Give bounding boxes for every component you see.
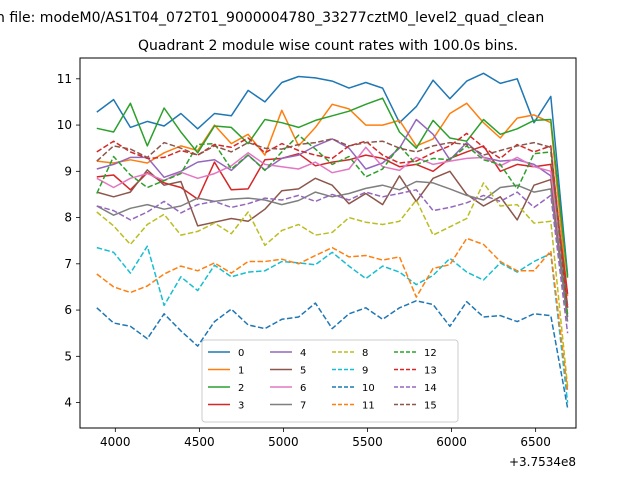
legend-label-3: 3 [238,401,244,412]
plot-frame [79,57,577,429]
legend-label-7: 7 [300,401,306,412]
series-line-2 [96,97,569,278]
series-line-10 [96,300,569,409]
y-tick-label: 4 [64,396,72,410]
series-layer [96,72,569,409]
series-line-8 [96,182,569,387]
series-line-14 [96,189,569,334]
y-tick-label: 7 [64,257,72,271]
legend-label-13: 13 [424,366,437,377]
legend-label-12: 12 [424,348,437,359]
series-line-12 [96,134,569,315]
chart-title: Quadrant 2 module wise count rates with … [138,38,518,54]
legend-label-8: 8 [362,348,368,359]
x-tick-label: 5000 [268,435,299,449]
legend-label-14: 14 [424,383,437,394]
x-offset-label: +3.7534e8 [509,455,576,469]
x-tick-label: 6000 [436,435,467,449]
series-line-1 [96,102,569,297]
x-tick-label: 6500 [520,435,551,449]
series-line-13 [96,132,569,311]
series-line-6 [96,146,569,308]
y-tick-label: 9 [64,164,72,178]
series-line-5 [96,169,569,318]
legend-box [201,339,459,423]
y-tick-label: 11 [57,72,72,86]
series-line-11 [96,237,569,392]
series-line-9 [96,245,569,403]
legend-label-1: 1 [238,366,244,377]
legend-label-2: 2 [238,383,244,394]
series-line-0 [96,72,569,276]
series-line-3 [96,145,569,294]
legend-label-4: 4 [300,348,306,359]
y-tick-label: 6 [64,303,72,317]
x-tick-label: 5500 [352,435,383,449]
y-tick-label: 10 [57,118,72,132]
series-line-4 [96,118,569,306]
legend-label-11: 11 [362,401,375,412]
y-tick-label: 8 [64,211,72,225]
x-tick-label: 4500 [184,435,215,449]
chart-suptitle: n file: modeM0/AS1T04_072T01_9000004780_… [0,10,544,26]
y-tick-label: 5 [64,349,72,363]
legend-label-0: 0 [238,348,244,359]
legend-label-5: 5 [300,366,306,377]
series-line-7 [96,180,569,322]
x-tick-label: 4000 [100,435,131,449]
legend-label-9: 9 [362,366,368,377]
legend-label-6: 6 [300,383,306,394]
legend-label-10: 10 [362,383,375,394]
legend-label-15: 15 [424,401,437,412]
